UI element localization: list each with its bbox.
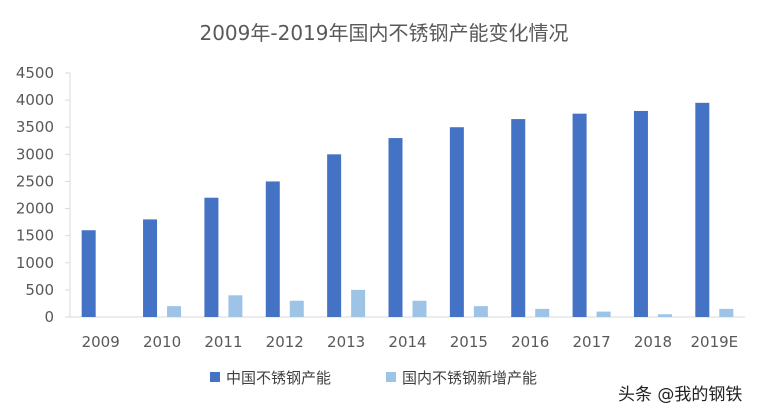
bar-capacity [572, 113, 587, 318]
bar-capacity [265, 181, 280, 317]
y-tick-label: 500 [25, 281, 54, 299]
y-tick-label: 1500 [16, 227, 54, 245]
x-tick-label: 2009 [82, 333, 120, 351]
bar-new-capacity [228, 295, 243, 317]
y-tick-label: 1000 [16, 254, 54, 272]
bar-capacity [449, 127, 464, 317]
bars [81, 102, 734, 318]
bar-new-capacity [473, 306, 488, 317]
chart-title: 2009年-2019年国内不锈钢产能变化情况 [199, 21, 568, 45]
bar-capacity [81, 230, 96, 317]
legend-swatch [210, 372, 220, 382]
y-tick-label: 0 [44, 308, 54, 326]
bar-new-capacity [351, 289, 366, 317]
bar-new-capacity [657, 314, 672, 317]
x-tick-label: 2017 [572, 333, 610, 351]
x-tick-label: 2012 [266, 333, 304, 351]
legend: 中国不锈钢产能 国内不锈钢新增产能 [210, 369, 537, 387]
legend-label: 国内不锈钢新增产能 [402, 369, 537, 387]
bar-new-capacity [535, 308, 550, 317]
watermark: 头条 @我的钢铁 [618, 385, 743, 405]
y-tick-label: 2000 [16, 200, 54, 218]
x-tick-label: 2011 [204, 333, 242, 351]
bar-capacity [327, 154, 342, 317]
bar-capacity [204, 197, 219, 317]
y-tick-label: 3000 [16, 145, 54, 163]
bar-capacity [695, 102, 710, 317]
bar-new-capacity [289, 300, 304, 317]
x-tick-label: 2016 [511, 333, 549, 351]
x-tick-label: 2014 [388, 333, 426, 351]
x-tick-label: 2013 [327, 333, 365, 351]
x-tick-label: 2015 [450, 333, 488, 351]
x-tick-label: 2010 [143, 333, 181, 351]
y-tick-label: 4500 [16, 64, 54, 82]
bar-new-capacity [412, 300, 427, 317]
x-tick-label: 2018 [634, 333, 672, 351]
y-tick-label: 4000 [16, 91, 54, 109]
x-tick-label: 2019E [690, 333, 738, 351]
bar-capacity [143, 219, 158, 317]
bar-capacity [511, 119, 526, 317]
bar-capacity [388, 138, 403, 317]
bar-new-capacity [719, 308, 734, 317]
y-tick-label: 2500 [16, 172, 54, 190]
x-axis: 2009 2010 2011 2012 2013 2014 2015 2016 2017 2018… [70, 316, 745, 351]
legend-swatch [386, 372, 396, 382]
y-tick-label: 3500 [16, 118, 54, 136]
y-axis: 0 500 1000 1500 2000 2500 3000 3500 4000 4500 [16, 64, 71, 326]
bar-new-capacity [167, 306, 182, 317]
bar-capacity [633, 110, 648, 317]
bar-new-capacity [596, 311, 611, 317]
legend-label: 中国不锈钢产能 [226, 369, 331, 387]
